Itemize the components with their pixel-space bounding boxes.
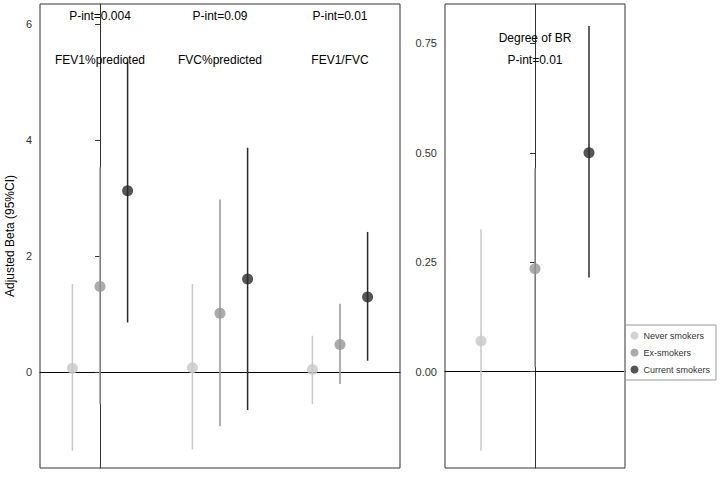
svg-text:2: 2: [26, 250, 32, 262]
svg-text:Degree of BR: Degree of BR: [499, 31, 572, 45]
svg-text:FEV1%predicted: FEV1%predicted: [55, 53, 145, 67]
svg-text:0.00: 0.00: [416, 366, 437, 378]
svg-text:FEV1/FVC: FEV1/FVC: [311, 53, 369, 67]
svg-text:P-int=0.09: P-int=0.09: [192, 9, 247, 23]
svg-text:Ex-smokers: Ex-smokers: [643, 348, 691, 358]
svg-text:0.75: 0.75: [416, 37, 437, 49]
svg-text:FVC%predicted: FVC%predicted: [178, 53, 262, 67]
svg-text:P-int=0.01: P-int=0.01: [507, 53, 562, 67]
svg-text:Never smokers: Never smokers: [643, 331, 704, 341]
svg-text:6: 6: [26, 18, 32, 30]
svg-text:0: 0: [26, 366, 32, 378]
svg-text:Adjusted Beta (95%CI): Adjusted Beta (95%CI): [3, 175, 17, 297]
svg-text:0.50: 0.50: [416, 147, 437, 159]
svg-text:P-int=0.01: P-int=0.01: [312, 9, 367, 23]
svg-text:0.25: 0.25: [416, 256, 437, 268]
svg-text:4: 4: [26, 134, 32, 146]
svg-text:P-int=0.004: P-int=0.004: [69, 9, 131, 23]
svg-text:Current smokers: Current smokers: [643, 365, 710, 375]
